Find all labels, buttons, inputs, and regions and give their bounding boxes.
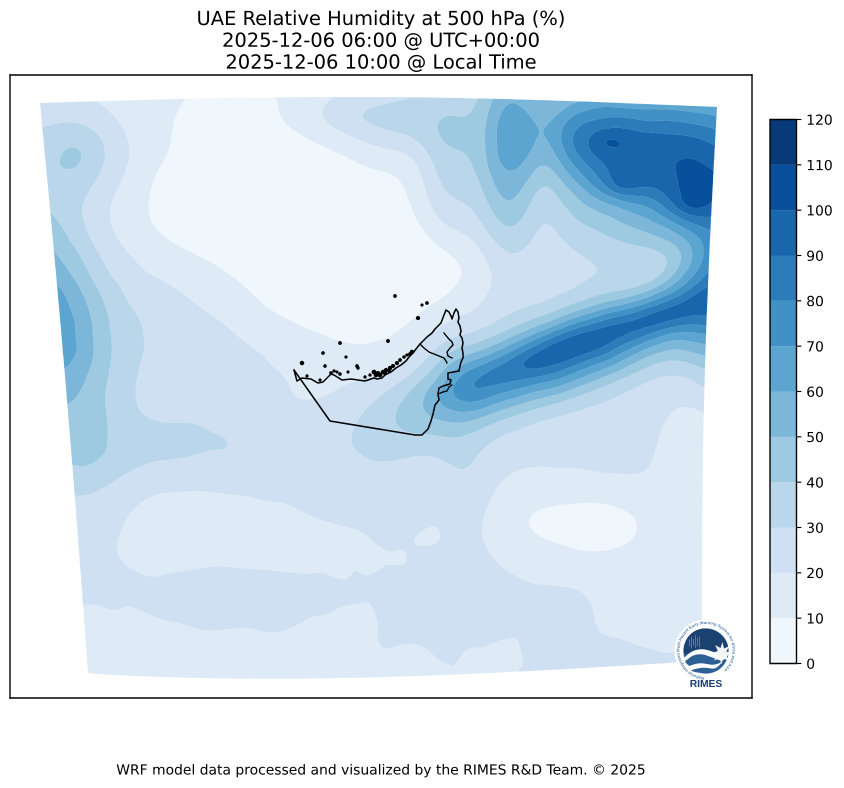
svg-text:RIMES: RIMES	[690, 679, 723, 690]
